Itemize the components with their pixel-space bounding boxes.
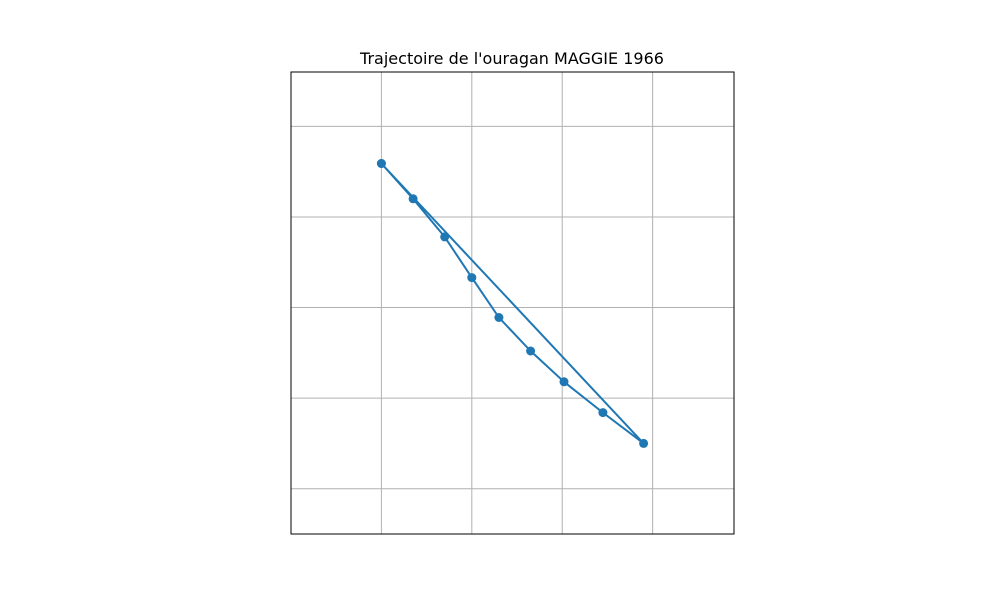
track-point-6 — [526, 346, 536, 356]
track-point-2 — [408, 194, 418, 204]
track-line — [380, 162, 645, 445]
track-point-4 — [467, 273, 477, 283]
plot-frame — [290, 71, 735, 535]
track-point-7 — [559, 377, 569, 387]
track-point-9 — [639, 438, 649, 448]
grid — [291, 72, 734, 534]
track-point-8 — [598, 408, 608, 418]
track-point-5 — [494, 313, 504, 322]
track-point-3 — [440, 232, 450, 242]
series-layer — [376, 159, 649, 448]
track-point-10 — [376, 159, 386, 168]
plot-area — [290, 71, 735, 535]
chart-title: Trajectoire de l'ouragan MAGGIE 1966 — [359, 49, 664, 68]
